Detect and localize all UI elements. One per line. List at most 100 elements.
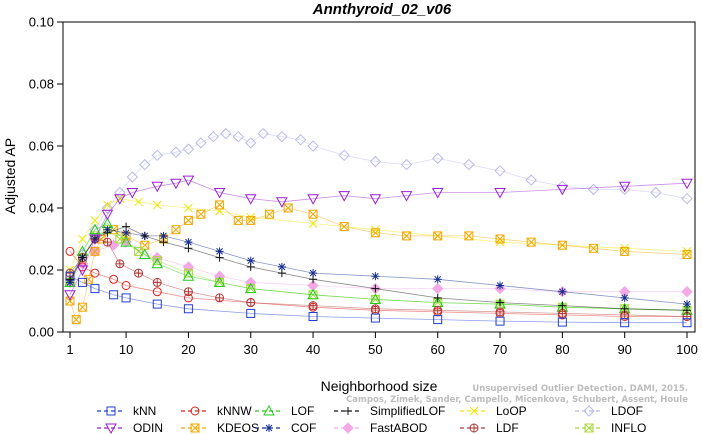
data-point-loop <box>308 219 318 228</box>
data-point-ldof <box>114 186 126 199</box>
legend-label: COF <box>291 421 316 434</box>
x-tick-label: 80 <box>555 342 569 357</box>
plot-area <box>64 127 693 328</box>
data-point-simplifiedlof <box>103 228 112 237</box>
legend-label: FastABOD <box>370 421 428 434</box>
data-point-cof <box>496 281 505 290</box>
legend-marker <box>469 406 479 416</box>
series-kdeos <box>65 200 692 325</box>
data-point-loop <box>184 203 193 213</box>
data-point-ldf <box>134 268 144 278</box>
y-axis-label: Adjusted AP <box>2 138 18 214</box>
data-point-kdeos <box>433 231 443 241</box>
data-point-knn <box>109 290 119 300</box>
data-point-ldof <box>257 127 269 140</box>
data-point-kdeos <box>246 215 256 225</box>
data-point-kdeos <box>283 203 293 213</box>
legend-label: LoOP <box>496 404 527 418</box>
data-point-lof <box>120 236 132 247</box>
data-point-kdeos <box>308 209 318 219</box>
data-point-knn <box>433 315 443 325</box>
data-point-knnw <box>65 246 75 256</box>
data-point-loop <box>134 197 143 207</box>
data-point-ldf <box>102 237 112 247</box>
data-point-knn <box>308 312 318 321</box>
data-point-knn <box>183 304 193 314</box>
legend-item-kdeos: KDEOS <box>181 421 259 434</box>
data-point-ldof <box>232 130 244 143</box>
legend-marker <box>265 424 273 432</box>
x-tick-label: 1 <box>66 342 73 357</box>
data-point-kdeos <box>65 296 75 306</box>
data-point-odin <box>276 197 288 208</box>
data-point-ldof <box>556 180 569 193</box>
data-point-odin <box>182 175 195 187</box>
data-point-lof <box>307 288 319 300</box>
data-point-ldof <box>245 137 257 149</box>
data-point-ldof <box>650 186 662 199</box>
data-point-lof <box>182 270 195 281</box>
x-tick-label: 100 <box>676 342 698 357</box>
data-point-lof <box>151 257 164 269</box>
data-point-knnw <box>121 281 131 290</box>
data-point-odin <box>126 188 139 199</box>
data-point-ldof <box>207 130 220 143</box>
legend-item-inflo: INFLO <box>575 421 646 434</box>
data-point-simplifiedlof <box>620 304 629 313</box>
y-tick-label: 0.02 <box>29 263 54 278</box>
data-point-ldf <box>370 304 380 314</box>
legend-marker <box>469 423 479 433</box>
data-point-kdeos <box>339 222 349 232</box>
data-point-kdeos <box>557 240 567 250</box>
data-point-odin <box>114 194 126 205</box>
data-point-odin <box>151 181 164 193</box>
data-point-simplifiedlof <box>558 301 567 310</box>
data-point-ldf <box>308 301 318 311</box>
data-point-odin <box>170 178 182 190</box>
data-point-kdeos <box>589 243 599 253</box>
data-point-simplifiedlof <box>683 306 691 315</box>
data-point-simplifiedlof <box>159 238 168 247</box>
data-point-ldf <box>115 259 125 269</box>
watermark-line-2: Campos, Zimek, Sander, Campello, Micenko… <box>346 395 688 405</box>
data-point-fastabod <box>151 251 163 264</box>
legend: kNN kNNW LOF SimplifiedLOF LoOP LDOF ODIN KDEOS… <box>97 404 646 434</box>
data-point-kdeos <box>464 231 474 241</box>
data-point-ldof <box>400 158 413 171</box>
legend-label: kNN <box>133 404 156 418</box>
data-point-inflo <box>115 234 125 244</box>
data-point-simplifiedlof <box>66 275 74 284</box>
data-point-ldof <box>139 158 151 171</box>
series-knn <box>65 271 692 328</box>
data-point-ldf <box>433 305 443 315</box>
data-point-kdeos <box>196 209 206 219</box>
data-point-knn <box>121 293 131 303</box>
data-point-knn <box>152 299 162 309</box>
legend-item-knnw: kNNW <box>181 404 252 418</box>
x-tick-label: 90 <box>617 342 631 357</box>
legend-label: SimplifiedLOF <box>370 404 445 418</box>
data-point-kdeos <box>620 246 630 256</box>
plot-frame <box>62 21 696 333</box>
data-point-ldof <box>294 134 307 146</box>
data-point-kdeos <box>495 234 505 244</box>
legend-item-lof: LOF <box>255 404 314 418</box>
data-point-knn <box>557 317 567 327</box>
data-point-simplifiedlof <box>309 275 318 284</box>
data-point-knn <box>370 313 380 323</box>
data-point-knn <box>90 284 100 294</box>
chart-title: Annthyroid_02_v06 <box>312 1 452 18</box>
data-point-simplifiedlof <box>184 244 193 253</box>
legend-marker <box>342 422 354 434</box>
data-point-ldof <box>101 202 114 214</box>
series-line-kdeos <box>69 204 688 321</box>
data-point-odin <box>369 194 382 205</box>
data-point-knn <box>77 277 87 287</box>
data-point-odin <box>307 194 319 205</box>
data-point-kdeos <box>264 209 274 219</box>
legend-label: LOF <box>291 404 314 418</box>
data-point-ldf <box>557 308 567 318</box>
watermark: Unsupervised Outlier Detection. DAMI, 20… <box>346 384 688 405</box>
legend-marker <box>344 407 352 415</box>
